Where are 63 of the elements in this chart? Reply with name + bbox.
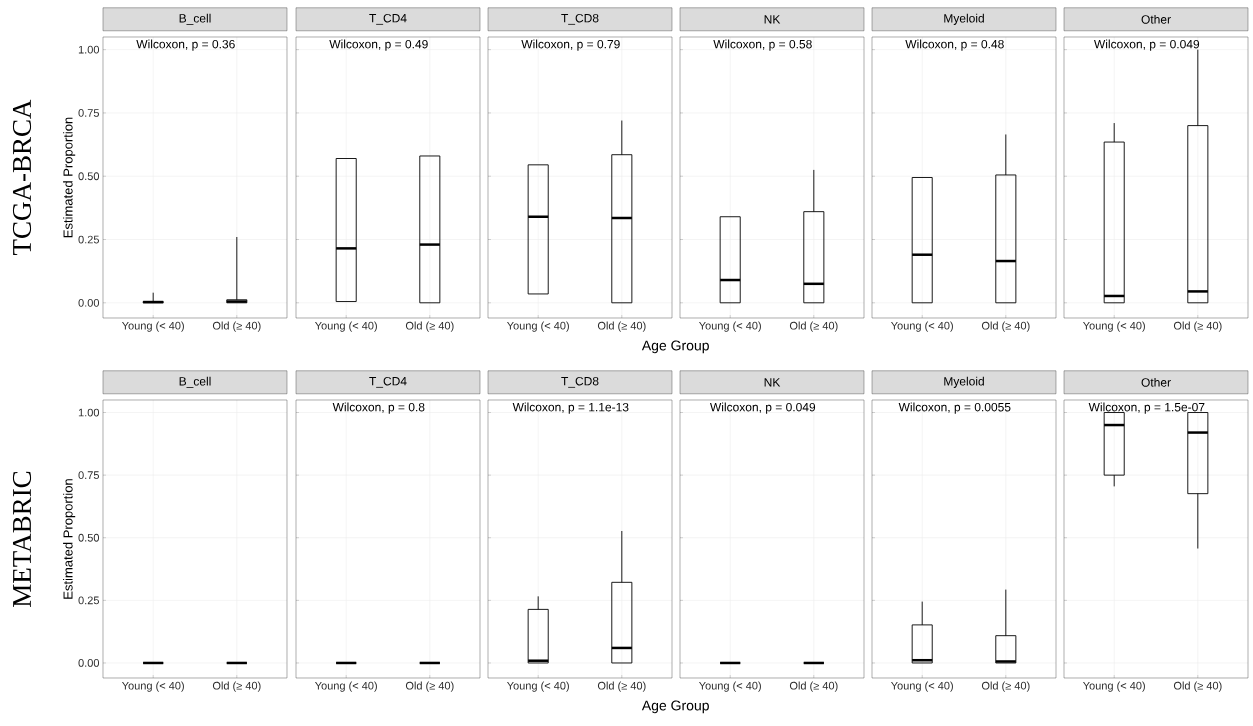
annotation: Wilcoxon, p = 1.5e-07 [1088,402,1205,414]
x-tick-label: Young (< 40) [698,321,761,332]
x-tick-label: Old (≥ 40) [212,321,261,332]
x-tick-label: Old (≥ 40) [597,321,646,332]
y-tick-label: 0.25 [78,596,99,605]
x-tick-label: Young (< 40) [121,321,184,332]
x-tick-label: Old (≥ 40) [405,321,454,332]
y-tick-label: 0.50 [78,533,100,542]
x-tick-label: Young (< 40) [314,321,377,332]
y-tick-label: 0.00 [78,659,100,667]
x-tick-label: Old (≥ 40) [1173,681,1222,692]
chart-title: Myeloid [944,376,984,388]
x-tick-label: Young (< 40) [121,681,184,692]
chart-title: T_CD8 [561,13,599,25]
chart-title: T_CD4 [369,376,407,388]
y-tick-label: 0.75 [78,471,99,480]
text: TCGA-BRCA [12,99,32,256]
y-axis-title: Estimated Proportion [63,479,76,599]
chart-title: T_CD4 [369,13,407,25]
chart-title: Myeloid [944,13,984,25]
annotation: Wilcoxon, p = 0.049 [1093,39,1200,51]
y-tick-label: 0.75 [78,109,99,117]
chart-title: NK [764,15,781,24]
annotation: Wilcoxon, p = 0.48 [905,39,1004,51]
text: METABRIC [12,471,32,607]
x-tick-label: Young (< 40) [314,681,377,692]
annotation: Wilcoxon, p = 0.58 [713,39,812,51]
y-tick-label: 0.50 [78,172,100,181]
x-tick-label: Young (< 40) [890,321,953,332]
x-tick-label: Old (≥ 40) [1173,321,1222,332]
x-tick-label: Young (< 40) [1082,681,1145,692]
x-tick-label: Old (≥ 40) [981,681,1030,692]
x-tick-label: Old (≥ 40) [789,321,838,332]
annotation: Wilcoxon, p = 1.1e-13 [512,402,629,414]
y-tick-label: 0.00 [78,298,100,307]
annotation: Wilcoxon, p = 0.49 [329,39,428,51]
chart-title: B_cell [179,13,211,25]
annotation: Wilcoxon, p = 0.79 [521,39,620,51]
y-tick-label: 1.00 [78,45,100,54]
annotation: Wilcoxon, p = 0.36 [136,39,235,51]
x-tick-label: Old (≥ 40) [789,681,838,692]
annotation: Wilcoxon, p = 0.0055 [898,402,1011,414]
y-tick-label: 1.00 [78,408,100,417]
x-tick-label: Young (< 40) [890,681,953,692]
x-tick-label: Young (< 40) [506,681,569,692]
x-tick-label: Young (< 40) [1082,321,1145,332]
x-axis-title: Age Group [641,340,709,354]
x-tick-label: Young (< 40) [698,681,761,692]
chart-title: Other [1141,377,1171,387]
x-axis-title: Age Group [641,700,709,714]
chart-title: NK [764,378,781,387]
x-tick-label: Old (≥ 40) [405,681,454,692]
x-tick-label: Old (≥ 40) [597,681,646,692]
x-tick-label: Young (< 40) [506,321,569,332]
chart-title: B_cell [179,376,211,388]
chart-title: T_CD8 [561,376,599,388]
chart-title: Other [1141,14,1171,24]
x-tick-label: Old (≥ 40) [981,321,1030,332]
x-tick-label: Old (≥ 40) [212,681,261,692]
y-axis-title: Estimated Proportion [63,117,76,238]
annotation: Wilcoxon, p = 0.8 [332,402,425,414]
annotation: Wilcoxon, p = 0.049 [709,402,816,414]
y-tick-label: 0.25 [78,235,99,244]
